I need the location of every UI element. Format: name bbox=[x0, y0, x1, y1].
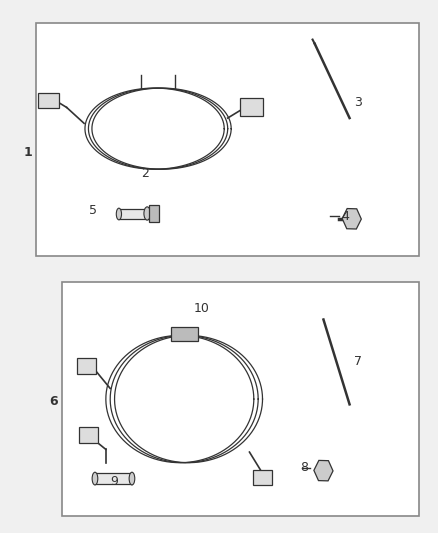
Text: 1: 1 bbox=[23, 146, 32, 159]
FancyBboxPatch shape bbox=[79, 427, 98, 442]
FancyBboxPatch shape bbox=[253, 470, 272, 485]
Text: 3: 3 bbox=[354, 95, 362, 109]
Text: 5: 5 bbox=[89, 204, 97, 217]
Text: 2: 2 bbox=[141, 167, 149, 180]
FancyBboxPatch shape bbox=[62, 282, 419, 516]
Text: 8: 8 bbox=[300, 462, 308, 474]
Ellipse shape bbox=[116, 208, 121, 220]
Text: 9: 9 bbox=[111, 475, 119, 488]
Ellipse shape bbox=[92, 472, 98, 485]
FancyBboxPatch shape bbox=[240, 99, 263, 116]
Text: 7: 7 bbox=[354, 356, 362, 368]
Text: 10: 10 bbox=[194, 302, 209, 316]
FancyBboxPatch shape bbox=[36, 22, 419, 256]
FancyBboxPatch shape bbox=[149, 205, 159, 222]
Ellipse shape bbox=[144, 207, 150, 220]
Text: 6: 6 bbox=[49, 395, 58, 408]
Ellipse shape bbox=[129, 472, 135, 485]
FancyBboxPatch shape bbox=[119, 209, 152, 219]
Text: 4: 4 bbox=[341, 209, 349, 223]
FancyBboxPatch shape bbox=[38, 93, 59, 109]
FancyBboxPatch shape bbox=[95, 473, 132, 484]
FancyBboxPatch shape bbox=[77, 358, 96, 374]
FancyBboxPatch shape bbox=[171, 327, 198, 341]
